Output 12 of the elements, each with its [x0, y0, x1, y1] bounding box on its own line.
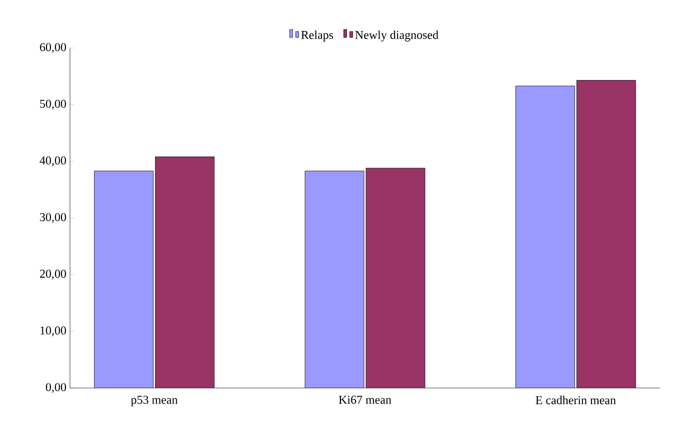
y-tick-label: 50,00 — [40, 100, 66, 110]
legend-label: Relaps — [301, 30, 334, 42]
legend-label: Newly diagnosed — [355, 30, 438, 42]
y-tick-label: 30,00 — [40, 213, 66, 223]
y-tick-label: 0,00 — [46, 383, 66, 393]
y-tick-label: 20,00 — [40, 270, 66, 280]
y-tick-label: 60,00 — [40, 43, 66, 53]
y-tick-label: 10,00 — [40, 326, 66, 336]
y-tick-label: 40,00 — [40, 156, 66, 166]
x-tick-label: E cadherin mean — [536, 396, 616, 404]
x-tick-label: p53 mean — [130, 396, 178, 406]
x-tick-label: Ki67 mean — [338, 396, 392, 404]
